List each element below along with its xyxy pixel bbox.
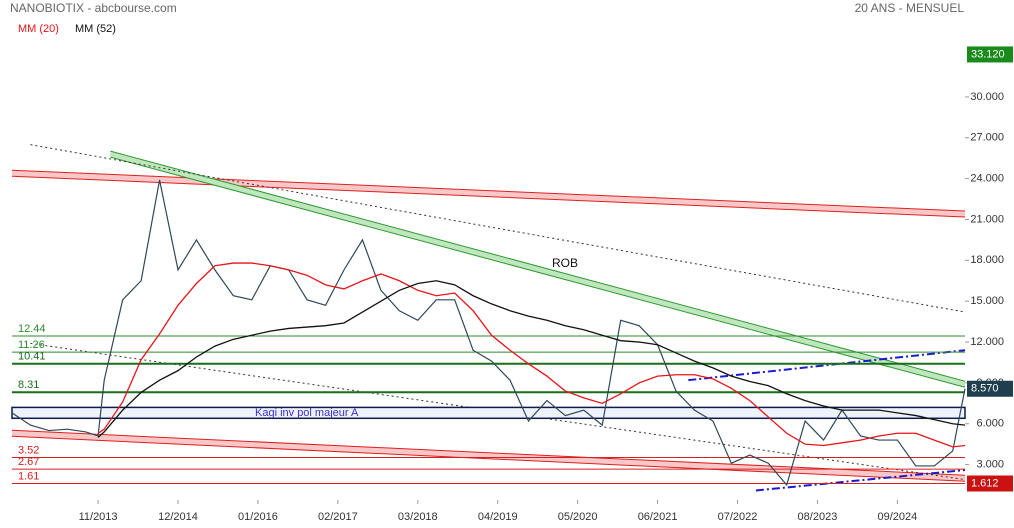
x-tick-label: 07/2022 [718,511,758,523]
band-label: Kagi inv pol majeur A [255,407,359,419]
legend-entry: MM (52) [75,23,116,35]
y-tick-label: 6.000 [976,418,1004,430]
x-tick-label: 02/2017 [318,511,358,523]
trend-edge [11,429,966,476]
level-label: 10.41 [18,351,46,363]
x-tick-label: 05/2020 [558,511,598,523]
y-tick-label: 18.000 [970,254,1004,266]
x-tick-label: 09/2024 [877,511,917,523]
trend-edge [110,150,966,382]
trend-line [755,469,966,492]
series-line [11,179,966,487]
level-label: 8.31 [18,379,39,391]
price-marker-label: 33.120 [971,48,1005,60]
y-tick-label: 24.000 [970,173,1004,185]
y-tick-label: 3.000 [976,459,1004,471]
level-label: 1.61 [18,470,39,482]
x-tick-label: 12/2014 [158,511,198,523]
x-tick-label: 03/2018 [398,511,438,523]
level-label: 12.44 [18,323,46,335]
trend-line [30,144,966,313]
price-marker [967,475,1013,492]
y-tick-label: 27.000 [970,132,1004,144]
price-marker-label: 8.570 [971,383,999,395]
y-tick-label: 12.000 [970,336,1004,348]
level-label: 11.26 [18,339,45,351]
x-tick-label: 04/2019 [478,511,518,523]
annotation: ROB [552,256,578,270]
level-label: 2.67 [18,456,39,468]
trend-edge [11,175,966,218]
trend-edge [11,435,966,482]
trend-channel [110,151,965,388]
price-marker [967,380,1013,397]
trend-line [688,349,966,382]
chart-title: NANOBIOTIX - abcbourse.com [10,1,177,15]
price-marker-label: 1.612 [971,477,999,489]
x-tick-label: 01/2016 [238,511,278,523]
y-tick-label: 21.000 [970,213,1004,225]
trend-channel [12,170,965,218]
level-label: 3.52 [18,444,39,456]
trend-edge [110,156,966,388]
plot-area [12,0,965,500]
y-tick-label: 30.000 [970,91,1004,103]
price-marker [967,46,1013,63]
legend-entry: MM (20) [18,23,59,35]
series-line [97,262,966,448]
series-line [97,280,966,438]
trend-edge [11,169,966,212]
x-tick-label: 06/2021 [638,511,678,523]
kagi-band [11,406,966,420]
trend-channel [12,430,965,482]
chart-subtitle: 20 ANS - MENSUEL [855,1,965,15]
x-tick-label: 11/2013 [79,511,118,523]
x-tick-label: 08/2023 [798,511,838,523]
y-tick-label: 15.000 [970,295,1004,307]
